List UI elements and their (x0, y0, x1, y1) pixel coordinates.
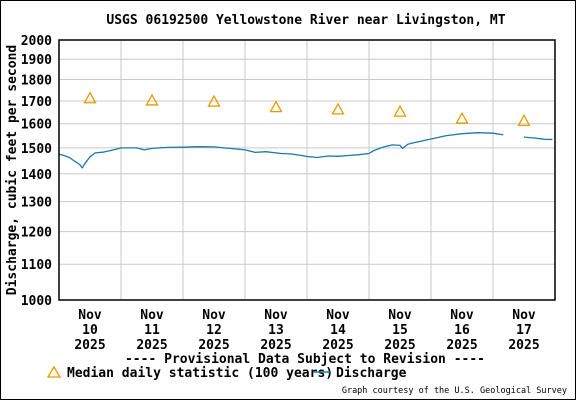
discharge-line-segment (523, 136, 553, 141)
credit-text: Graph courtesy of the U.S. Geological Su… (342, 386, 567, 396)
x-tick-day: 13 (268, 323, 284, 338)
gridlines (59, 40, 555, 300)
median-triangle-point (517, 114, 531, 127)
x-tick-day: 14 (330, 323, 346, 338)
x-tick-month: Nov (388, 308, 412, 323)
x-tick-day: 16 (454, 323, 470, 338)
plot-series (58, 91, 553, 169)
median-triangle-point (83, 91, 97, 104)
y-tick-label: 1500 (21, 142, 52, 157)
x-tick-day: 15 (392, 323, 408, 338)
x-tick-day: 17 (516, 323, 532, 338)
x-tick-year: 2025 (74, 338, 105, 353)
x-tick-month: Nov (264, 308, 288, 323)
y-tick-label: 1400 (21, 168, 52, 183)
x-tick-month: Nov (78, 308, 102, 323)
x-tick-day: 12 (206, 323, 222, 338)
y-tick-label: 2000 (21, 34, 52, 49)
x-tick-day: 10 (82, 323, 98, 338)
x-tick-year: 2025 (446, 338, 477, 353)
legend-median-label: Median daily statistic (100 years) (67, 366, 333, 381)
x-tick-year: 2025 (508, 338, 539, 353)
median-triangle-point (331, 102, 345, 115)
x-tick-year: 2025 (384, 338, 415, 353)
provisional-banner: ---- Provisional Data Subject to Revisio… (125, 352, 485, 367)
x-tick-month: Nov (512, 308, 536, 323)
y-tick-label: 1900 (21, 53, 52, 68)
x-tick-year: 2025 (198, 338, 229, 353)
x-tick-day: 11 (144, 323, 160, 338)
legend-median-triangle-icon (46, 365, 62, 378)
y-tick-label: 1600 (21, 118, 52, 133)
x-tick-year: 2025 (260, 338, 291, 353)
x-tick-month: Nov (450, 308, 474, 323)
legend: Median daily statistic (100 years) Disch… (46, 365, 407, 381)
median-triangle-point (393, 104, 407, 117)
y-tick-label: 1300 (21, 196, 52, 211)
x-tick-month: Nov (140, 308, 164, 323)
median-triangle-point (207, 94, 221, 107)
y-tick-label: 1100 (21, 258, 52, 273)
x-tick-labels: Nov102025Nov112025Nov122025Nov132025Nov1… (74, 308, 539, 353)
x-tick-year: 2025 (322, 338, 353, 353)
y-tick-labels: 2000 1900 1800 1700 1600 1500 1400 1300 1200 1100… (21, 34, 52, 309)
y-tick-label: 1800 (21, 74, 52, 89)
chart-title: USGS 06192500 Yellowstone River near Liv… (106, 13, 505, 28)
plot-area (58, 39, 556, 301)
y-tick-label: 1200 (21, 226, 52, 241)
discharge-line-segment (58, 132, 504, 169)
median-triangle-point (145, 93, 159, 106)
x-tick-month: Nov (202, 308, 226, 323)
y-tick-label: 1000 (21, 294, 52, 309)
y-axis-label: Discharge, cubic feet per second (5, 45, 20, 295)
median-triangle-point (269, 100, 283, 113)
x-tick-month: Nov (326, 308, 350, 323)
median-triangle-point (455, 111, 469, 124)
legend-discharge-label: Discharge (336, 366, 407, 381)
x-tick-year: 2025 (136, 338, 167, 353)
y-tick-label: 1700 (21, 95, 52, 110)
